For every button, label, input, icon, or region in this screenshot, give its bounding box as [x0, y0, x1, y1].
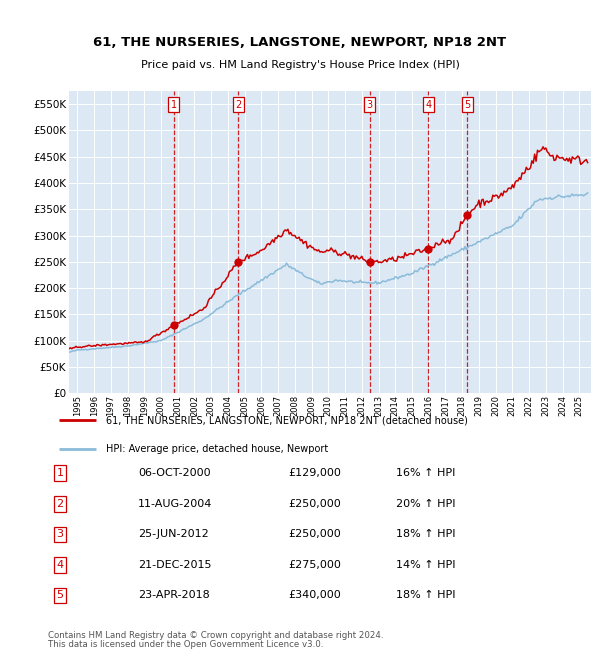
Text: 18% ↑ HPI: 18% ↑ HPI — [396, 529, 455, 539]
Text: 61, THE NURSERIES, LANGSTONE, NEWPORT, NP18 2NT: 61, THE NURSERIES, LANGSTONE, NEWPORT, N… — [94, 36, 506, 49]
Text: 14% ↑ HPI: 14% ↑ HPI — [396, 560, 455, 570]
Text: 4: 4 — [56, 560, 64, 570]
Text: 25-JUN-2012: 25-JUN-2012 — [138, 529, 209, 539]
Text: £250,000: £250,000 — [288, 529, 341, 539]
Text: 61, THE NURSERIES, LANGSTONE, NEWPORT, NP18 2NT (detached house): 61, THE NURSERIES, LANGSTONE, NEWPORT, N… — [106, 415, 468, 425]
Text: 1: 1 — [171, 99, 177, 110]
Text: 3: 3 — [367, 99, 373, 110]
Text: 20% ↑ HPI: 20% ↑ HPI — [396, 499, 455, 509]
Text: £275,000: £275,000 — [288, 560, 341, 570]
Text: 16% ↑ HPI: 16% ↑ HPI — [396, 468, 455, 478]
Text: Price paid vs. HM Land Registry's House Price Index (HPI): Price paid vs. HM Land Registry's House … — [140, 60, 460, 70]
Text: 21-DEC-2015: 21-DEC-2015 — [138, 560, 212, 570]
Text: 4: 4 — [425, 99, 431, 110]
Text: 11-AUG-2004: 11-AUG-2004 — [138, 499, 212, 509]
Text: 06-OCT-2000: 06-OCT-2000 — [138, 468, 211, 478]
Text: 23-APR-2018: 23-APR-2018 — [138, 590, 210, 601]
Text: This data is licensed under the Open Government Licence v3.0.: This data is licensed under the Open Gov… — [48, 640, 323, 649]
Text: 5: 5 — [56, 590, 64, 601]
Text: 2: 2 — [56, 499, 64, 509]
Text: 3: 3 — [56, 529, 64, 539]
Text: HPI: Average price, detached house, Newport: HPI: Average price, detached house, Newp… — [106, 445, 328, 454]
Text: 18% ↑ HPI: 18% ↑ HPI — [396, 590, 455, 601]
Text: £129,000: £129,000 — [288, 468, 341, 478]
Text: £340,000: £340,000 — [288, 590, 341, 601]
Text: Contains HM Land Registry data © Crown copyright and database right 2024.: Contains HM Land Registry data © Crown c… — [48, 631, 383, 640]
Text: 1: 1 — [56, 468, 64, 478]
Text: £250,000: £250,000 — [288, 499, 341, 509]
Text: 2: 2 — [235, 99, 241, 110]
Text: 5: 5 — [464, 99, 470, 110]
